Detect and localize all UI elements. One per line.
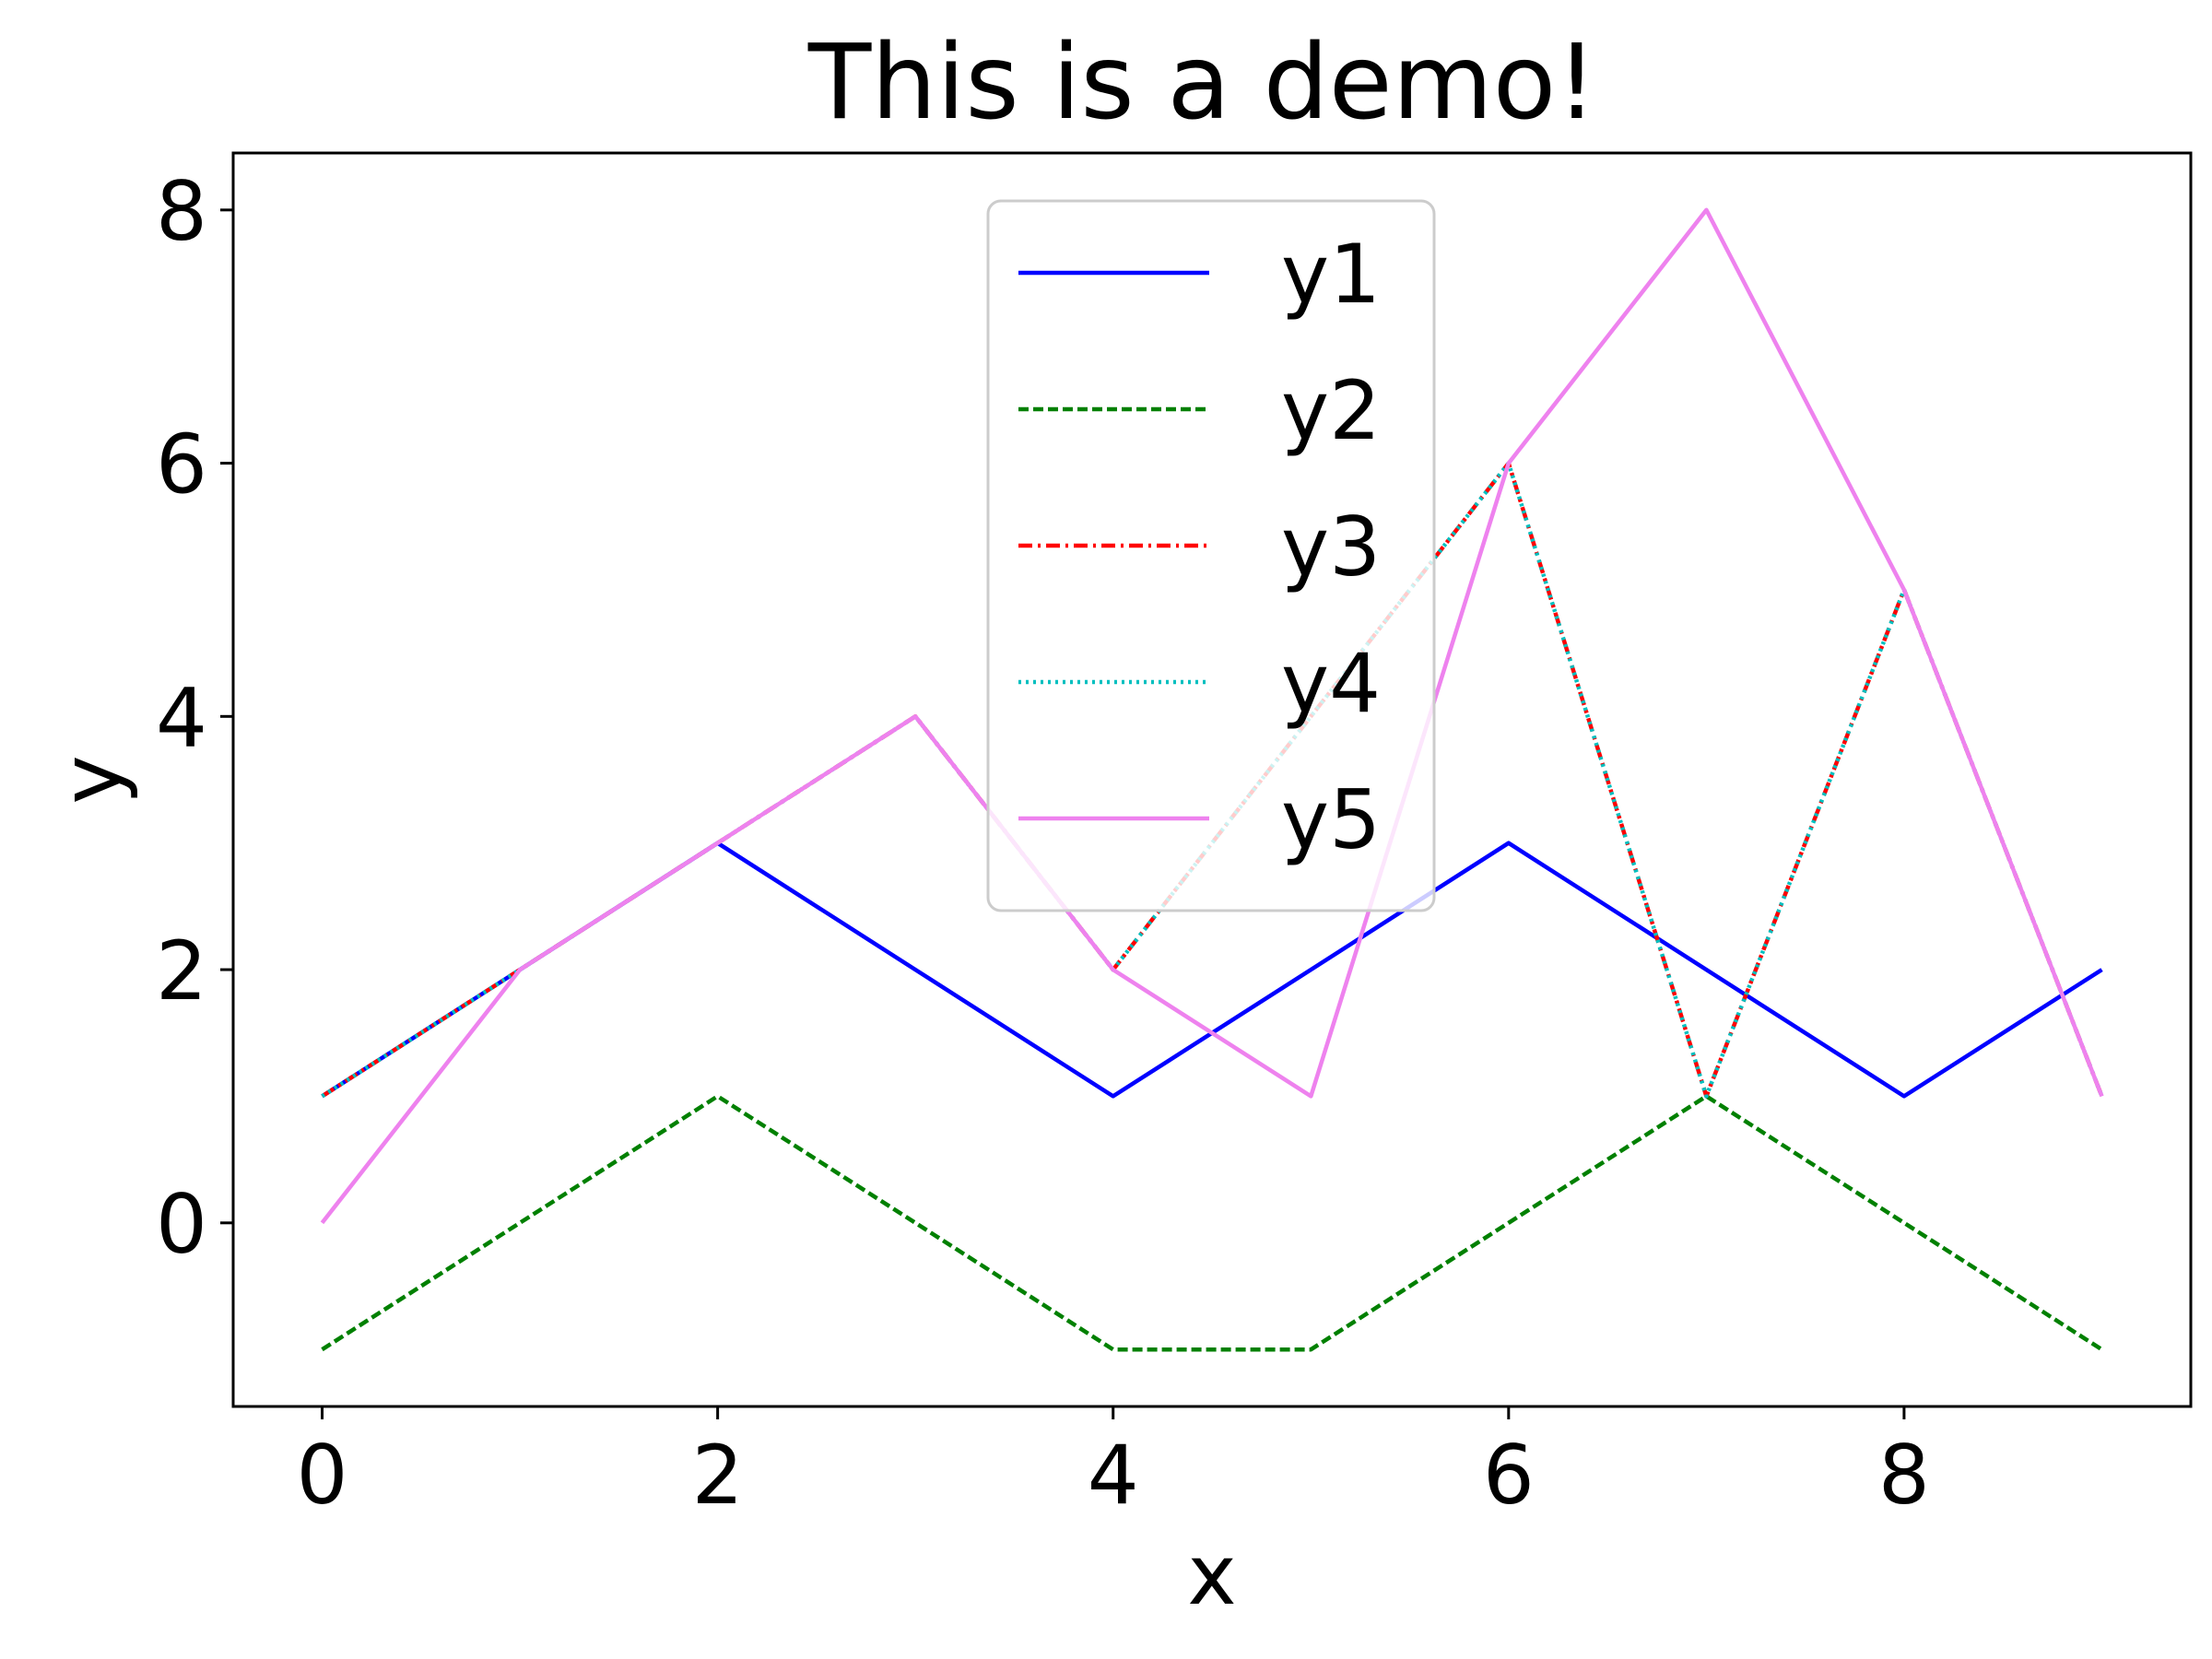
- series-line-y2: [321, 1094, 2103, 1352]
- legend-label-y4: y4: [1281, 636, 1381, 731]
- y-tick-label: 2: [156, 924, 207, 1018]
- legend: y1 y2 y3 y4 y5: [986, 199, 1436, 912]
- x-tick-label: 6: [1483, 1428, 1535, 1523]
- legend-label-y1: y1: [1281, 227, 1381, 322]
- series-lines: [320, 207, 2104, 1352]
- chart-title: This is a demo!: [807, 23, 1597, 143]
- y-tick-label: 6: [156, 418, 207, 512]
- x-tick-label: 8: [1878, 1428, 1930, 1523]
- y-tick-label: 8: [156, 164, 207, 259]
- plot-area: [231, 151, 2193, 1408]
- y-tick-label: 0: [156, 1177, 207, 1272]
- x-tick-label: 4: [1088, 1428, 1139, 1523]
- x-tick-label: 2: [692, 1428, 744, 1523]
- legend-label-y3: y3: [1281, 500, 1381, 594]
- legend-label-y5: y5: [1281, 772, 1381, 867]
- legend-label-y2: y2: [1281, 363, 1381, 458]
- y-axis-ticks: 0 2 4 6 8: [156, 164, 233, 1272]
- x-tick-label: 0: [297, 1428, 348, 1523]
- series-line-y4: [321, 461, 2104, 1099]
- x-axis-label: x: [1187, 1527, 1236, 1624]
- legend-box: [986, 199, 1436, 912]
- y-tick-label: 4: [156, 670, 207, 765]
- x-axis-ticks: 0 2 4 6 8: [297, 1406, 1930, 1523]
- y-axis-label: y: [43, 755, 140, 804]
- plot-frame: [231, 151, 2193, 1408]
- legend-items: y1 y2 y3 y4 y5: [1018, 227, 1381, 867]
- series-line-y5: [320, 207, 2104, 1225]
